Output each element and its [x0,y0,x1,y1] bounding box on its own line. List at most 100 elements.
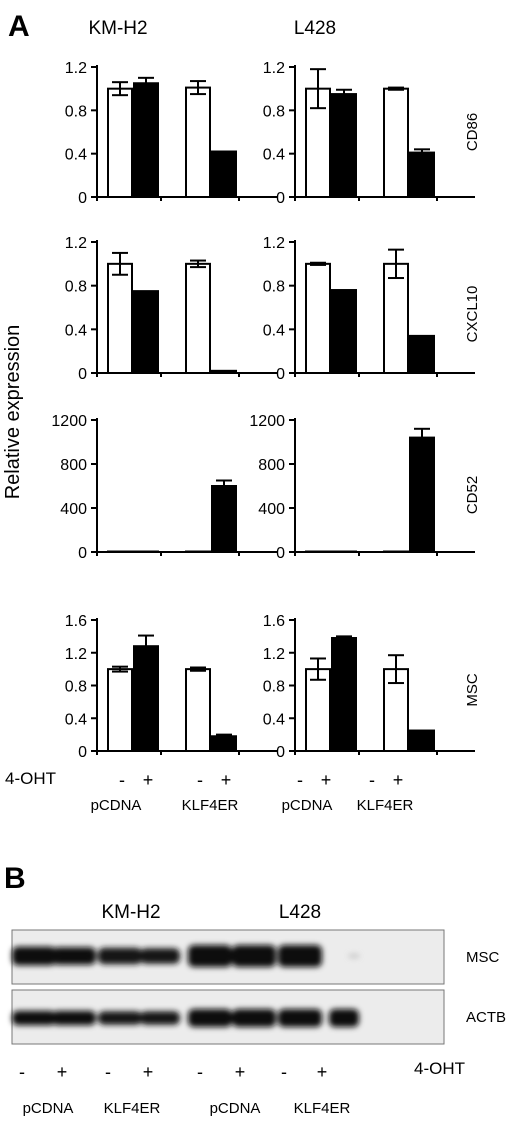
blot-sign-3: + [143,1062,154,1082]
band-msc-4 [188,945,232,967]
y-tick-label-cd86-km-h2-1: 0.4 [65,147,87,164]
vector-label-l428-pcdna: pCDNA [282,797,333,814]
band-actb-2 [98,1011,142,1025]
y-tick-label-cxcl10-km-h2-0: 0 [78,366,87,383]
sign-l428-4: + [393,770,404,790]
y-tick-label-cxcl10-l428-1: 0.4 [263,322,285,339]
bar-cd86-km-h2-3 [211,150,237,198]
vector-label-kmh2-klf4er: KLF4ER [182,797,239,814]
bar-msc-l428-3 [409,729,435,752]
y-tick-label-msc-km-h2-2: 0.8 [65,679,87,696]
y-tick-label-cd52-km-h2-1: 400 [60,501,87,518]
y-tick-label-cd86-l428-0: 0 [276,190,285,207]
bar-cxcl10-km-h2-1 [133,290,159,374]
bar-cd86-l428-2 [383,87,409,198]
y-tick-label-cxcl10-km-h2-1: 0.4 [65,322,87,339]
band-actb-3 [140,1011,180,1025]
y-tick-label-msc-km-h2-4: 1.6 [65,613,87,630]
band-msc-6 [278,945,322,967]
y-tick-label-cd86-km-h2-3: 1.2 [65,60,87,77]
bar-charts: 0 0.4 0.8 1.2 0 0.4 0.8 1.2 0 0.4 0.8 1.2 0 0.4 0.8 1.2… [51,60,475,761]
blot-vector-l428-pcdna: pCDNA [210,1100,261,1117]
blot-sign-1: + [57,1062,68,1082]
bar-cxcl10-l428-2 [383,262,409,375]
y-tick-label-cd86-km-h2-2: 0.8 [65,103,87,120]
blot-cell-line-kmh2: KM-H2 [101,902,160,923]
chart-msc-km-h2: 0 0.4 0.8 1.2 1.6 [65,613,277,761]
y-tick-label-msc-km-h2-0: 0 [78,744,87,761]
y-tick-label-cd52-l428-3: 1200 [249,413,285,430]
y-tick-label-msc-l428-2: 0.8 [263,679,285,696]
band-msc-3 [140,948,180,964]
band-actb-4 [188,1009,232,1027]
band-actb-5 [232,1009,276,1027]
sign-l428-1: - [297,770,303,790]
bar-cd52-km-h2-1 [133,550,159,553]
bar-msc-km-h2-0 [107,668,133,752]
y-tick-label-cd86-l428-2: 0.8 [263,103,285,120]
gene-label-msc: MSC [464,673,481,707]
bar-cd86-l428-1 [331,93,357,198]
y-tick-label-cd52-l428-1: 400 [258,501,285,518]
band-msc-2 [98,947,142,965]
panel-a-label: A [8,10,30,43]
sign-kmh2-4: + [221,770,232,790]
blot-cell-line-l428: L428 [279,902,321,923]
bar-cd86-km-h2-0 [107,87,133,198]
blot-treatment-signs: - + - + - + - + [19,1062,327,1082]
y-tick-label-cd86-km-h2-0: 0 [78,190,87,207]
bar-cxcl10-l428-0 [305,262,331,375]
gene-label-cd52: CD52 [464,476,481,514]
chart-cxcl10-l428: 0 0.4 0.8 1.2 [263,235,475,383]
y-tick-label-cxcl10-l428-3: 1.2 [263,235,285,252]
blot-sign-6: - [281,1062,287,1082]
bar-msc-km-h2-1 [133,645,159,753]
bar-msc-km-h2-2 [185,668,211,752]
y-tick-label-cd52-km-h2-2: 800 [60,457,87,474]
blot-msc [11,929,445,985]
treatment-signs-l428: - + - + [297,770,403,790]
bar-cd52-km-h2-0 [107,550,133,553]
chart-cd52-l428: 0 400 800 1200 [249,413,475,562]
vector-label-l428-klf4er: KLF4ER [357,797,414,814]
sign-kmh2-1: - [119,770,125,790]
blot-sign-7: + [317,1062,328,1082]
blot-sign-2: - [105,1062,111,1082]
y-tick-label-cd52-l428-2: 800 [258,457,285,474]
bar-cd52-km-h2-2 [185,550,211,553]
blot-vector-l428-klf4er: KLF4ER [294,1100,351,1117]
y-tick-label-msc-l428-1: 0.4 [263,711,285,728]
bar-cxcl10-l428-1 [331,289,357,374]
bar-cd52-l428-2 [383,550,409,553]
treatment-label-b: 4-OHT [414,1059,465,1078]
band-actb-6 [278,1009,322,1027]
band-msc-5 [232,945,276,967]
chart-msc-l428: 0 0.4 0.8 1.2 1.6 [263,613,475,761]
bar-cxcl10-km-h2-3 [211,369,237,375]
sign-kmh2-3: - [197,770,203,790]
band-msc-7 [348,954,360,958]
bar-cd86-km-h2-1 [133,82,159,198]
band-msc-1 [52,947,96,965]
vector-label-kmh2-pcdna: pCDNA [91,797,142,814]
y-tick-label-cd52-km-h2-0: 0 [78,545,87,562]
y-tick-label-msc-km-h2-1: 0.4 [65,711,87,728]
band-actb-0 [12,1010,56,1026]
y-tick-label-cxcl10-l428-0: 0 [276,366,285,383]
blot-sign-5: + [235,1062,246,1082]
gene-label-cxcl10: CXCL10 [464,286,481,343]
y-tick-label-msc-km-h2-3: 1.2 [65,646,87,663]
cell-line-label-l428: L428 [294,18,336,39]
chart-cd86-km-h2: 0 0.4 0.8 1.2 [65,60,277,207]
blot-vector-kmh2-pcdna: pCDNA [23,1100,74,1117]
y-tick-label-msc-l428-0: 0 [276,744,285,761]
chart-cd86-l428: 0 0.4 0.8 1.2 [263,60,475,207]
chart-cxcl10-km-h2: 0 0.4 0.8 1.2 [65,235,277,383]
bar-cd52-l428-3 [409,436,435,554]
bar-cd86-l428-3 [409,151,435,198]
bar-cd52-l428-0 [305,550,331,553]
band-actb-1 [52,1010,96,1026]
blot-band-label-actb: ACTB [466,1009,506,1026]
y-tick-label-cxcl10-l428-2: 0.8 [263,279,285,296]
